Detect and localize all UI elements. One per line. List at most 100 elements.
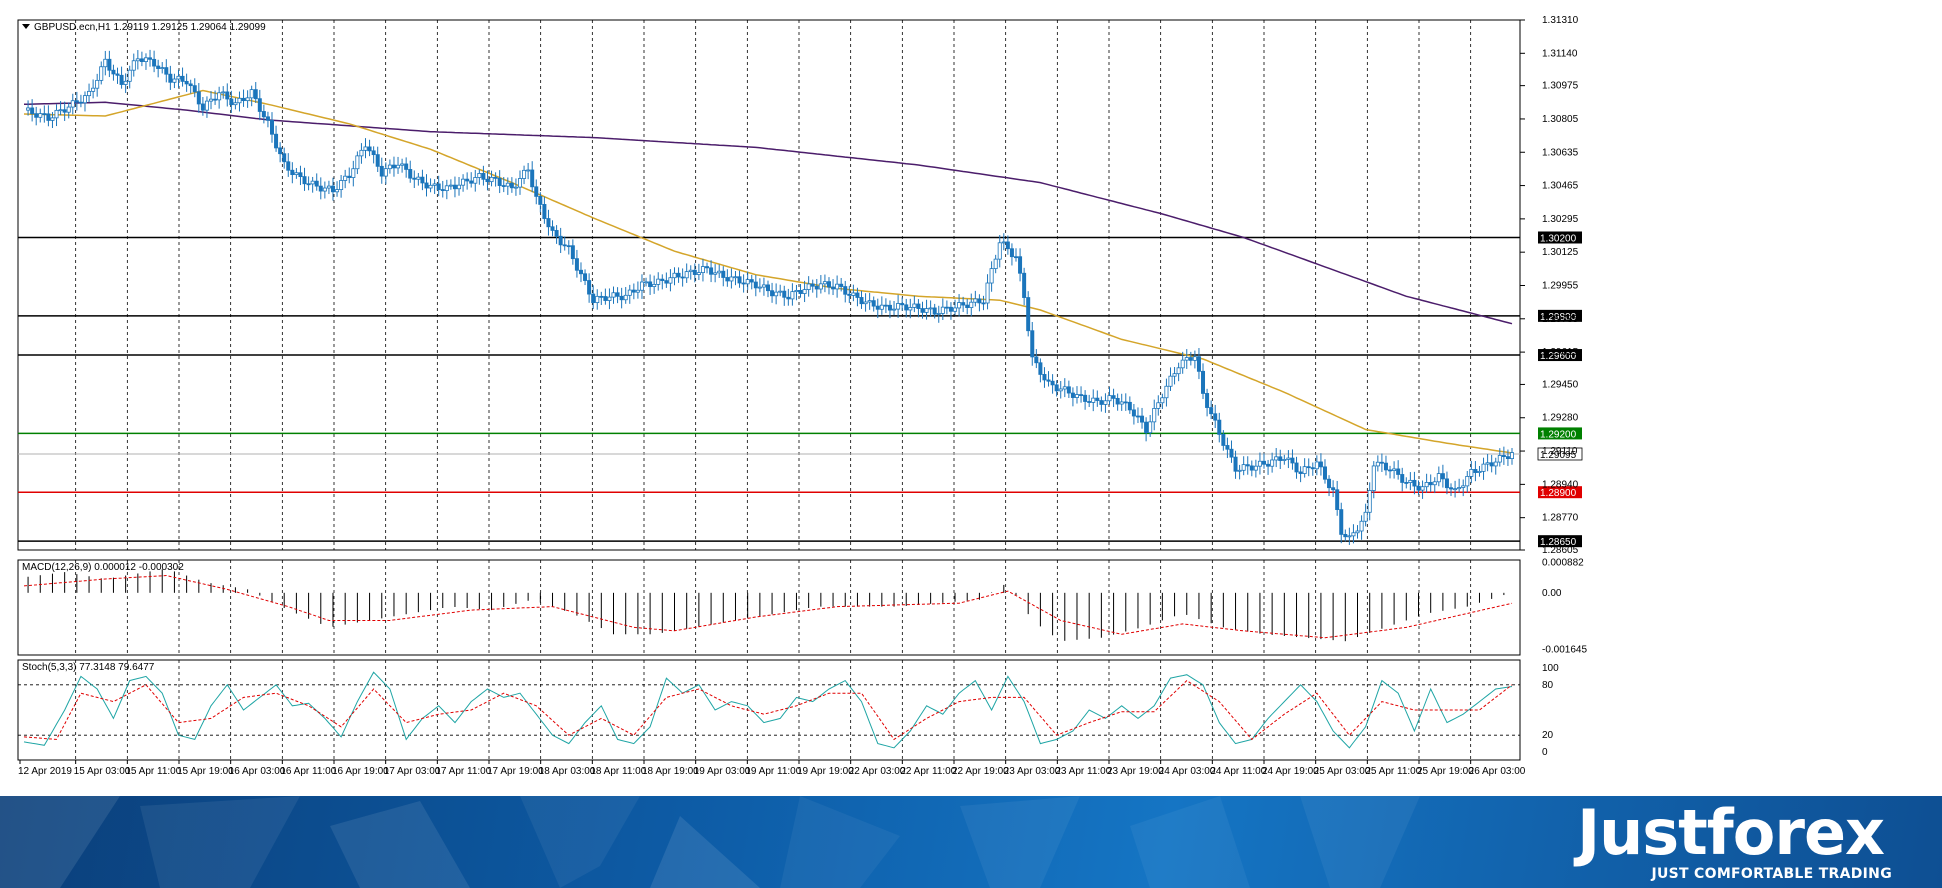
candle-body: [611, 292, 616, 298]
candle-body: [1001, 241, 1006, 244]
macd-tick-label: 0.00: [1542, 588, 1562, 599]
time-tick-label: 17 Apr 11:00: [435, 766, 491, 777]
candle-body: [1221, 434, 1226, 446]
candle-body: [1266, 463, 1271, 467]
level-label: 1.30200: [1540, 233, 1577, 244]
candle-body: [160, 67, 165, 69]
time-tick-label: 19 Apr 11:00: [745, 766, 801, 777]
candle-body: [473, 177, 478, 184]
trading-chart[interactable]: 1.30200 1.29800 1.29600 1.29200 1.28900 1.286…: [0, 0, 1942, 796]
time-tick-label: 25 Apr 03:00: [1314, 766, 1371, 777]
time-tick-label: 23 Apr 19:00: [1107, 766, 1164, 777]
candle-body: [1176, 367, 1181, 375]
stoch-main-path: [23, 671, 1513, 749]
candle-body: [383, 168, 388, 177]
candle-body: [900, 303, 905, 306]
candle-body: [1262, 460, 1267, 465]
candle-body: [1436, 473, 1441, 483]
candle-body: [1290, 457, 1295, 464]
candle-body: [1022, 272, 1027, 298]
level-label: 1.28650: [1540, 537, 1577, 548]
candle-body: [221, 91, 226, 94]
candle-body: [957, 302, 962, 309]
candle-body: [721, 270, 726, 278]
time-tick-label: 15 Apr 03:00: [74, 766, 131, 777]
symbol-dropdown-icon[interactable]: [22, 24, 30, 29]
candle-body: [298, 172, 303, 178]
candle-body: [400, 163, 405, 166]
candle-body: [1412, 479, 1417, 487]
candle-body: [1367, 490, 1372, 513]
candle-body: [1286, 457, 1291, 460]
candle-body: [1359, 520, 1364, 532]
macd-panel: 0.000882 0.00 -0.001645: [23, 557, 1587, 656]
candle-body: [631, 289, 636, 293]
candle-body: [778, 290, 783, 293]
candle-body: [1440, 473, 1445, 480]
candle-body: [875, 305, 880, 310]
candle-body: [810, 283, 815, 287]
candle-body: [1213, 413, 1218, 421]
candle-body: [1140, 415, 1145, 423]
candle-body: [74, 100, 79, 103]
candle-body: [680, 276, 685, 279]
candle-body: [1103, 400, 1108, 405]
candle-body: [522, 169, 527, 179]
candle-body: [574, 258, 579, 271]
candle-body: [1477, 470, 1482, 473]
time-tick-label: 24 Apr 03:00: [1159, 766, 1216, 777]
candle-body: [408, 169, 413, 179]
candle-body: [1416, 485, 1421, 491]
candle-body: [583, 273, 588, 281]
level-label: 1.29600: [1540, 351, 1577, 362]
candle-body: [709, 267, 714, 275]
level-label-box: [1538, 349, 1582, 362]
candle-body: [1119, 401, 1124, 405]
price-tick-label: 1.29280: [1542, 413, 1579, 424]
candle-body: [1042, 374, 1047, 381]
candle-body: [310, 180, 315, 185]
candle-body: [176, 75, 181, 80]
candle-body: [969, 301, 974, 309]
candle-body: [1465, 476, 1470, 487]
macd-tick-label: -0.001645: [1542, 645, 1587, 656]
candle-body: [948, 306, 953, 312]
candle-body: [1388, 469, 1393, 472]
candle-body: [391, 164, 396, 169]
candle-body: [204, 100, 209, 111]
price-tick-label: 1.28770: [1542, 513, 1579, 524]
candle-body: [664, 280, 669, 284]
candle-body: [981, 302, 986, 305]
candle-body: [814, 285, 819, 290]
candle-body: [676, 272, 681, 278]
candle-body: [1306, 466, 1311, 469]
time-tick-label: 23 Apr 11:00: [1055, 766, 1111, 777]
candle-body: [595, 295, 600, 304]
brand-tagline: JUST COMFORTABLE TRADING: [1651, 866, 1892, 882]
candle-body: [1331, 487, 1336, 491]
candle-body: [1054, 384, 1059, 392]
candle-body: [355, 155, 360, 170]
level-lines[interactable]: 1.30200 1.29800 1.29600 1.29200 1.28900 1.286…: [18, 231, 1583, 548]
candle-body: [1192, 356, 1197, 361]
candle-body: [274, 133, 279, 149]
candle-body: [619, 295, 624, 301]
candle-body: [1009, 248, 1014, 258]
candle-body: [416, 176, 421, 180]
candle-body: [99, 66, 104, 81]
candle-body: [290, 169, 295, 176]
candle-body: [953, 307, 958, 312]
time-tick-label: 19 Apr 03:00: [694, 766, 751, 777]
price-tick-label: 1.30125: [1542, 247, 1579, 258]
candle-body: [54, 109, 59, 119]
candle-body: [91, 87, 96, 92]
candle-body: [1127, 401, 1132, 411]
candle-body: [1184, 357, 1189, 361]
stoch-tick-label: 80: [1542, 680, 1554, 691]
candle-body: [1249, 465, 1254, 471]
candle-body: [424, 182, 429, 189]
time-tick-label: 12 Apr 2019: [18, 766, 72, 777]
candle-body: [1363, 511, 1368, 522]
time-tick-label: 16 Apr 19:00: [332, 766, 389, 777]
